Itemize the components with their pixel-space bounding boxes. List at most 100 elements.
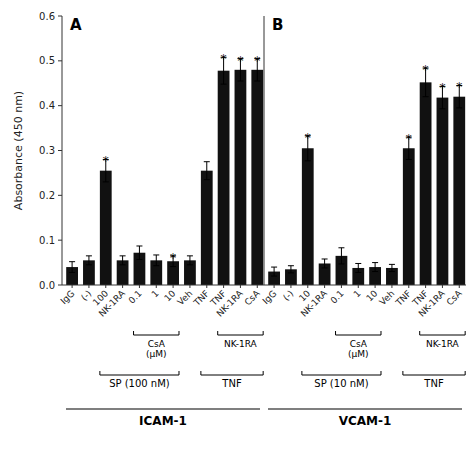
error-bar bbox=[389, 264, 395, 271]
y-tick-label: 0.2 bbox=[39, 190, 55, 201]
bracket-label: SP (100 nM) bbox=[109, 378, 170, 389]
x-tick-label: CsA bbox=[242, 288, 262, 308]
error-bar bbox=[338, 248, 344, 264]
x-tick-label: NK-1RA bbox=[417, 288, 448, 319]
y-tick bbox=[58, 105, 62, 106]
bracket-label-line: (μM) bbox=[348, 349, 369, 359]
y-tick-label: 0.3 bbox=[39, 145, 55, 156]
y-axis-line bbox=[264, 16, 265, 285]
significance-star: * bbox=[305, 131, 311, 145]
bracket-label-line: CsA bbox=[148, 339, 166, 349]
error-bar bbox=[204, 162, 210, 180]
x-axis-line bbox=[264, 285, 466, 286]
error-bar bbox=[372, 263, 378, 272]
x-tick bbox=[72, 285, 73, 288]
chart: * * * * * 0.0 0.1 0.2 0.3 0.4 0.5 0.6 Absorbance (45… bbox=[0, 0, 474, 469]
bar bbox=[453, 97, 465, 285]
x-tick bbox=[324, 285, 325, 288]
significance-star: * bbox=[170, 251, 176, 265]
y-tick bbox=[58, 240, 62, 241]
error-bar bbox=[187, 256, 193, 265]
error-bar bbox=[86, 256, 92, 265]
bracket-label-line: TNF bbox=[221, 378, 242, 389]
x-axis-label: ICAM-1 bbox=[139, 414, 187, 428]
x-axis-line bbox=[62, 285, 264, 286]
x-tick bbox=[257, 285, 258, 288]
bar bbox=[235, 70, 247, 285]
bracket bbox=[403, 371, 465, 375]
y-tick-label: 0.0 bbox=[39, 280, 55, 291]
x-tick bbox=[307, 285, 308, 288]
x-tick-label: NK-1RA bbox=[97, 288, 128, 319]
significance-star: * bbox=[439, 81, 445, 95]
bracket-label-line: SP (100 nM) bbox=[109, 378, 170, 389]
bracket bbox=[420, 331, 465, 335]
bracket-label: SP (10 nM) bbox=[314, 378, 368, 389]
error-bar bbox=[271, 267, 277, 276]
panel-title: B bbox=[272, 16, 283, 34]
bracket-label: CsA(μM) bbox=[146, 339, 167, 359]
x-tick bbox=[459, 285, 460, 288]
bracket-label: NK-1RA bbox=[224, 339, 258, 349]
x-tick bbox=[375, 285, 376, 288]
y-tick-label: 0.4 bbox=[39, 100, 55, 111]
x-tick bbox=[274, 285, 275, 288]
bracket bbox=[302, 371, 381, 375]
y-tick bbox=[58, 16, 62, 17]
significance-star: * bbox=[406, 132, 412, 146]
bracket-label-line: (μM) bbox=[146, 349, 167, 359]
bar bbox=[251, 70, 263, 285]
error-bar bbox=[322, 259, 328, 268]
x-tick bbox=[408, 285, 409, 288]
x-tick bbox=[88, 285, 89, 288]
bar bbox=[420, 82, 432, 285]
significance-star: * bbox=[456, 80, 462, 94]
x-tick-label: NK-1RA bbox=[215, 288, 246, 319]
bracket-label-line: TNF bbox=[423, 378, 444, 389]
y-tick-label: 0.6 bbox=[39, 11, 55, 22]
panel: *****IgG(-)10NK-1RA0.1110VehTNFTNFNK-1RA… bbox=[261, 16, 466, 428]
x-tick bbox=[156, 285, 157, 288]
bar bbox=[100, 171, 112, 285]
panel-title: A bbox=[70, 16, 82, 34]
group-underline bbox=[268, 408, 462, 409]
error-bar bbox=[120, 256, 126, 265]
bar bbox=[201, 171, 213, 285]
bracket-label-line: NK-1RA bbox=[224, 339, 258, 349]
bracket-label-line: CsA bbox=[350, 339, 368, 349]
x-tick-label: Veh bbox=[175, 288, 194, 307]
y-tick-label: 0.1 bbox=[39, 235, 55, 246]
group-underline bbox=[66, 408, 260, 409]
y-tick bbox=[58, 150, 62, 151]
x-tick-label: (-) bbox=[281, 288, 295, 302]
x-tick bbox=[341, 285, 342, 288]
bar bbox=[218, 71, 230, 285]
x-tick bbox=[122, 285, 123, 288]
x-tick-label: 0.1 bbox=[127, 288, 144, 305]
marks bbox=[66, 57, 263, 285]
significance-star: * bbox=[221, 52, 227, 66]
y-tick-label: 0.5 bbox=[39, 55, 55, 66]
x-tick-label: 1 bbox=[150, 288, 161, 299]
x-tick-label: IgG bbox=[59, 288, 77, 306]
bracket bbox=[218, 331, 263, 335]
bracket-label-line: SP (10 nM) bbox=[314, 378, 368, 389]
y-tick bbox=[58, 60, 62, 61]
bar bbox=[403, 148, 415, 285]
x-tick bbox=[290, 285, 291, 288]
bracket bbox=[201, 371, 263, 375]
x-tick bbox=[139, 285, 140, 288]
x-tick bbox=[206, 285, 207, 288]
x-tick bbox=[425, 285, 426, 288]
x-tick-label: Veh bbox=[377, 288, 396, 307]
x-tick-label: 0.1 bbox=[329, 288, 346, 305]
error-bar bbox=[136, 246, 142, 259]
y-axis-label: Absorbance (450 nm) bbox=[12, 91, 25, 210]
error-bar bbox=[153, 255, 159, 266]
error-bar bbox=[69, 262, 75, 273]
bracket bbox=[336, 331, 381, 335]
bracket bbox=[134, 331, 179, 335]
bracket-label-line: NK-1RA bbox=[426, 339, 460, 349]
significance-star: * bbox=[254, 54, 260, 68]
x-tick bbox=[358, 285, 359, 288]
